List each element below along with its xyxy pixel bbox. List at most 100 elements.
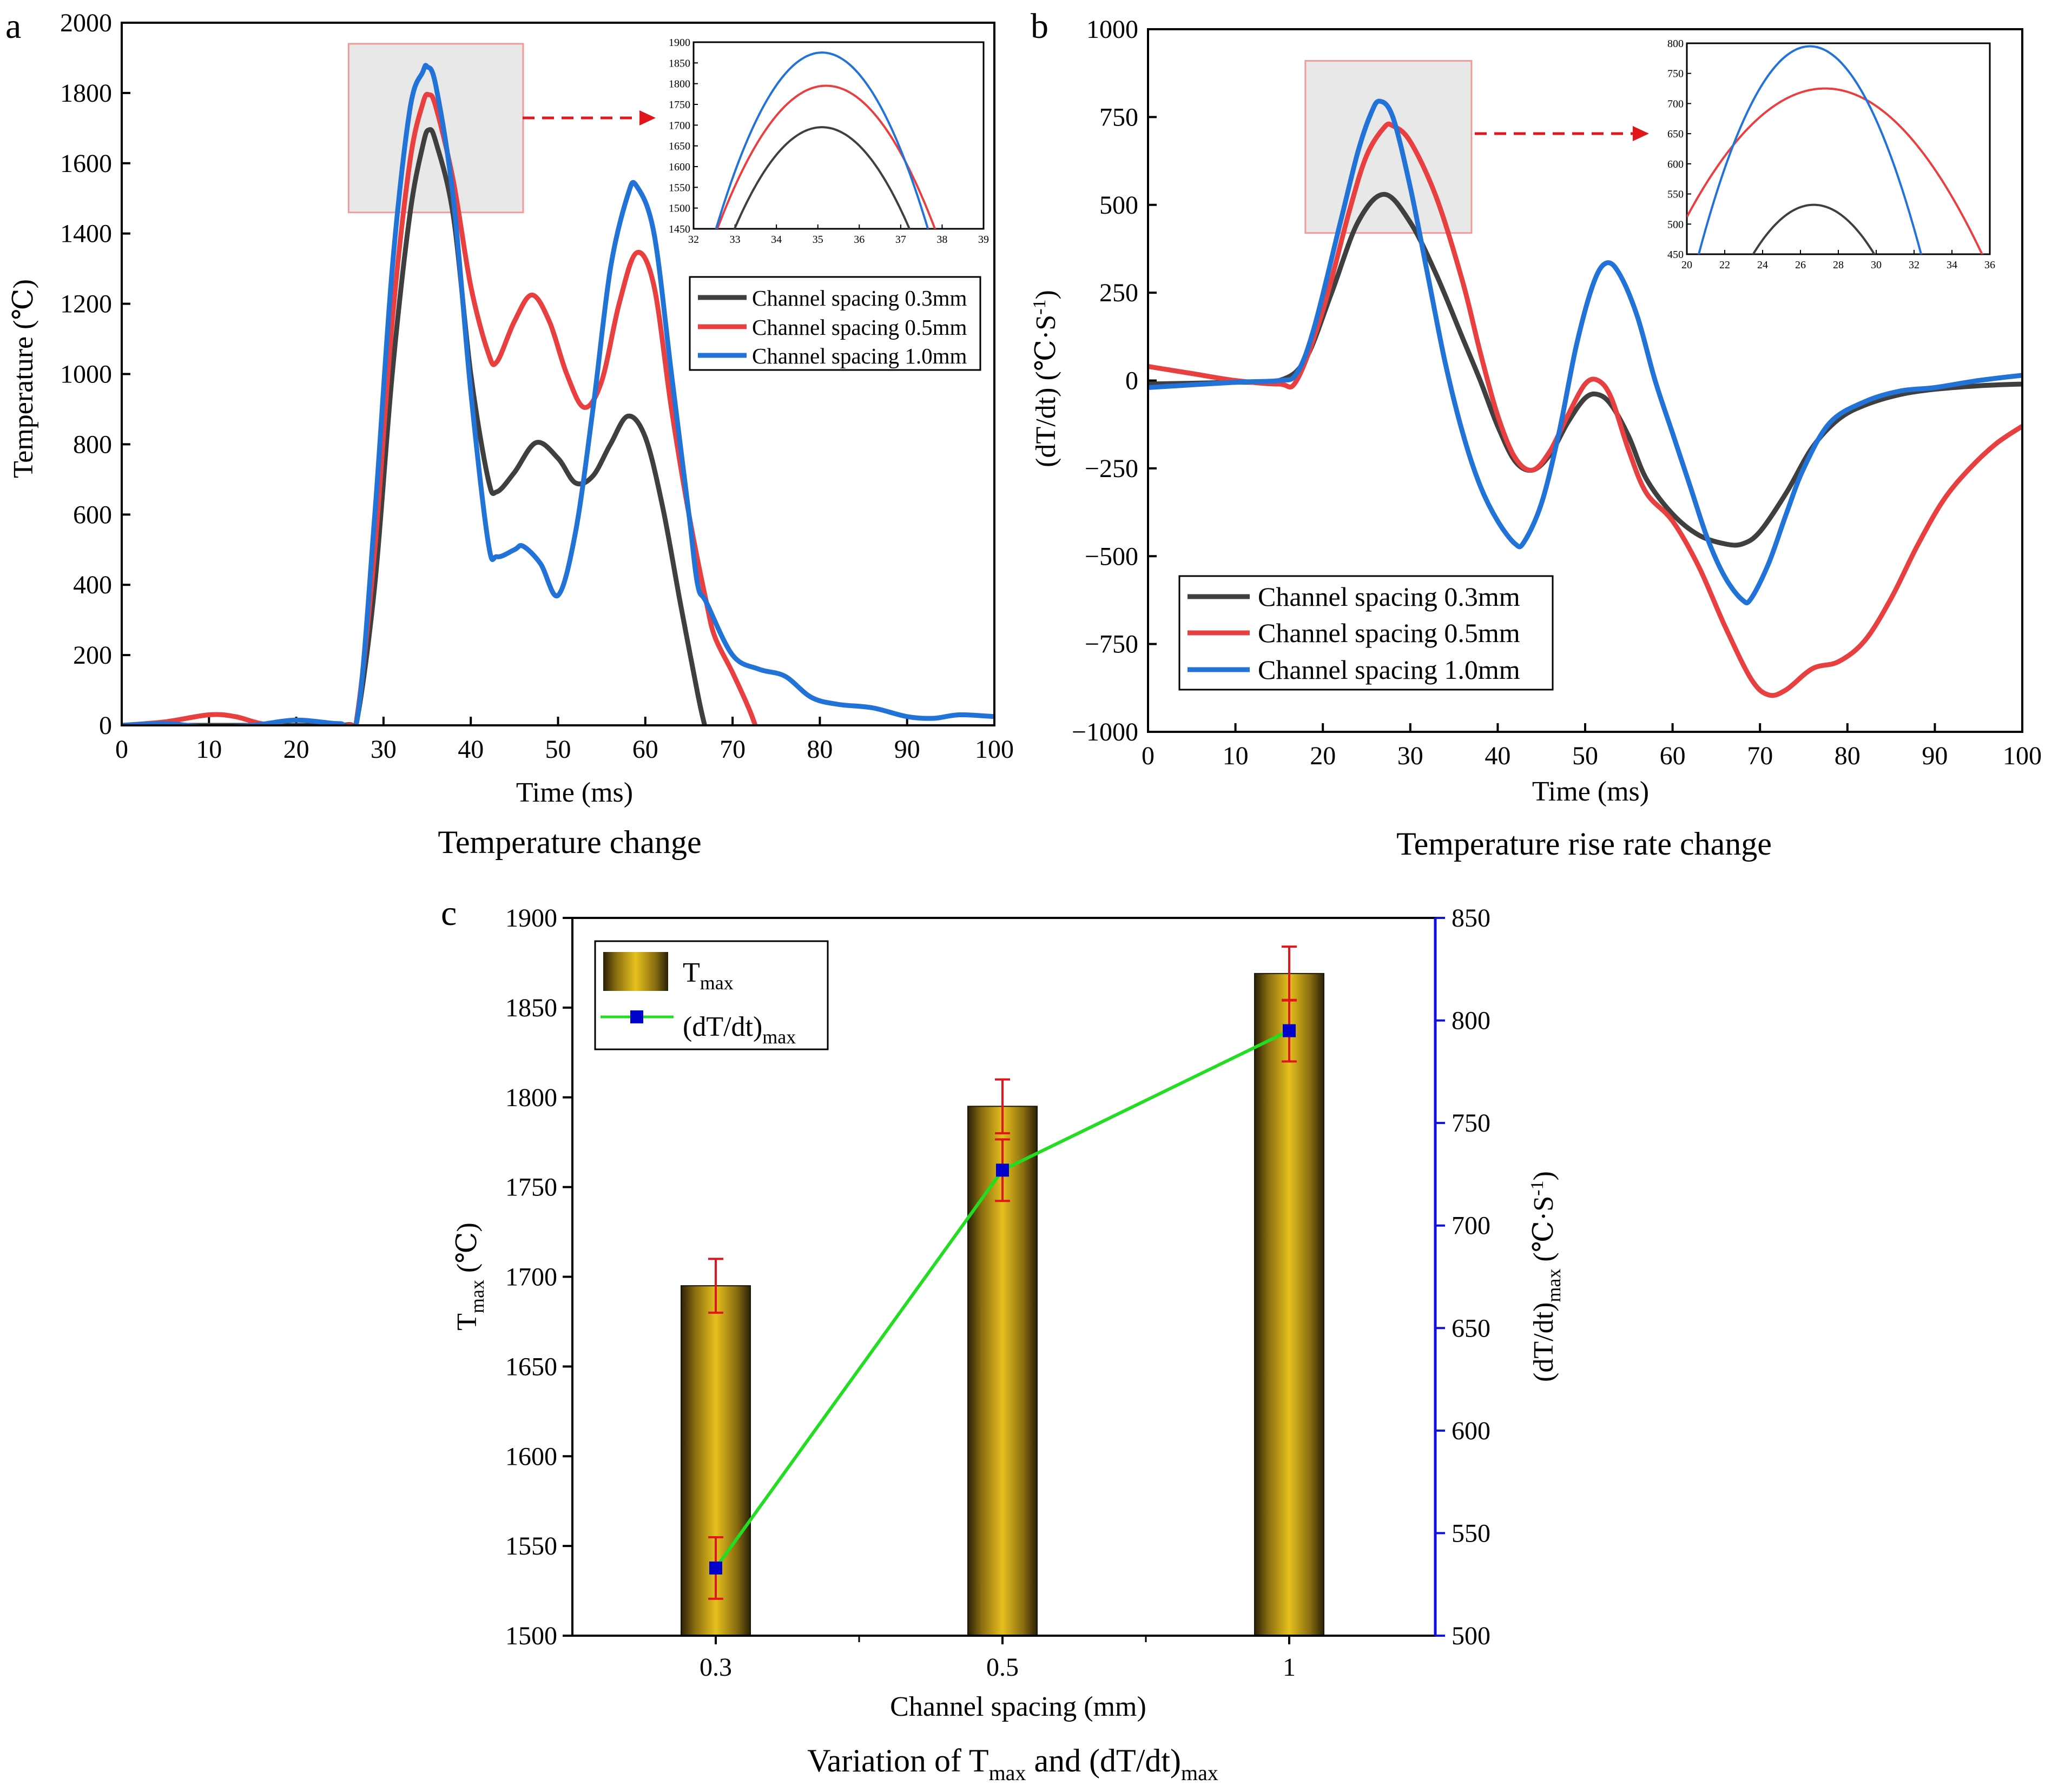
highlight-box-b bbox=[1304, 59, 1473, 234]
axis-ticks-c: 1500155016001650170017501800185019005005… bbox=[505, 904, 1490, 1682]
y-axis-label-a: Temperature (℃) bbox=[8, 279, 39, 478]
legend-c-item-2: (dT/dt)max bbox=[683, 1011, 796, 1048]
inset-x-tick-label-b: 22 bbox=[1719, 259, 1730, 271]
x-tick-label-b: 20 bbox=[1310, 742, 1336, 770]
y-tick-label-a: 1800 bbox=[60, 79, 112, 108]
inset-x-tick-label-b: 24 bbox=[1757, 259, 1768, 271]
y-tick-label-c-right: 800 bbox=[1452, 1007, 1490, 1035]
inset-y-tick-label-a: 1750 bbox=[669, 99, 690, 111]
inset-y-tick-label-a: 1900 bbox=[669, 37, 690, 49]
y-tick-label-a: 2000 bbox=[60, 9, 112, 37]
inset-b: 20 22 24 26 28 30 32 34 36 450 500 550 600 650 700 750 8… bbox=[1667, 38, 1995, 271]
inset-y-tick-label-b: 500 bbox=[1667, 219, 1684, 230]
inset-y-tick-label-a: 1700 bbox=[669, 120, 690, 131]
series-lines-a bbox=[122, 63, 994, 725]
inset-y-tick-label-b: 800 bbox=[1667, 38, 1684, 50]
series-line-a-2 bbox=[122, 91, 758, 725]
inset-a: 32 33 34 35 36 37 38 39 1450 1500 1550 1600 1650 1700… bbox=[669, 37, 989, 246]
x-tick-label-a: 10 bbox=[196, 735, 222, 764]
y-tick-label-a: 1600 bbox=[60, 149, 112, 178]
bar-c-1 bbox=[1254, 973, 1324, 1636]
y-tick-label-c-left: 1900 bbox=[505, 904, 557, 933]
y-axis-label-b: (dT/dt) (℃·S-1) bbox=[1030, 290, 1061, 467]
y-tick-label-a: 1400 bbox=[60, 220, 112, 248]
x-axis-label-b: Time (ms) bbox=[1532, 776, 1649, 807]
y-tick-label-c-left: 1750 bbox=[505, 1173, 557, 1202]
x-tick-label-b: 50 bbox=[1572, 742, 1598, 770]
legend-c-item-1: Tmax bbox=[683, 957, 734, 994]
rate-marker-c-0.5 bbox=[996, 1163, 1009, 1177]
zoom-arrowhead-a bbox=[639, 110, 656, 125]
inset-series-line-b-2 bbox=[1687, 87, 1983, 254]
y-tick-label-a: 800 bbox=[73, 430, 112, 459]
y-tick-label-c-left: 1500 bbox=[505, 1622, 557, 1650]
panel-b: b 0 10 20 30 40 50 60 70 80 90 100 −1000 −750 −500 −25… bbox=[1030, 6, 2042, 862]
legend-a-item-3: Channel spacing 1.0mm bbox=[752, 343, 967, 368]
y-tick-label-c-left: 1550 bbox=[505, 1532, 557, 1560]
y-tick-label-c-right: 500 bbox=[1452, 1622, 1490, 1650]
y-tick-label-c-left: 1650 bbox=[505, 1352, 557, 1381]
y-tick-label-b: −500 bbox=[1085, 542, 1138, 571]
zoom-arrowhead-b bbox=[1633, 126, 1649, 141]
inset-x-tick-label-a: 39 bbox=[978, 234, 989, 246]
inset-y-tick-label-b: 650 bbox=[1667, 128, 1684, 140]
x-tick-label-b: 60 bbox=[1660, 742, 1686, 770]
highlight-box-a bbox=[347, 43, 524, 214]
zoom-region-b bbox=[1304, 59, 1473, 234]
series-lines-b bbox=[1148, 98, 2022, 698]
inset-x-tick-label-b: 36 bbox=[1984, 259, 1995, 271]
inset-x-tick-label-a: 36 bbox=[854, 234, 865, 246]
x-tick-label-b: 0 bbox=[1142, 742, 1155, 770]
inset-y-tick-label-b: 700 bbox=[1667, 98, 1684, 110]
y-tick-label-c-left: 1700 bbox=[505, 1263, 557, 1292]
inset-series-line-a-3 bbox=[715, 51, 929, 229]
inset-y-tick-label-a: 1600 bbox=[669, 161, 690, 173]
x-axis-label-c: Channel spacing (mm) bbox=[890, 1691, 1146, 1722]
y-tick-label-c-right: 650 bbox=[1452, 1314, 1490, 1343]
caption-c: Variation of Tmax and (dT/dt)max bbox=[807, 1743, 1218, 1785]
x-tick-label-a: 70 bbox=[720, 735, 746, 764]
x-tick-label-a: 90 bbox=[894, 735, 920, 764]
legend-a-item-2: Channel spacing 0.5mm bbox=[752, 315, 967, 340]
inset-frame-b bbox=[1686, 42, 1991, 255]
y-tick-label-b: 0 bbox=[1125, 367, 1138, 395]
x-tick-label-b: 90 bbox=[1922, 742, 1948, 770]
inset-y-tick-label-a: 1550 bbox=[669, 182, 690, 194]
y-tick-label-b: −250 bbox=[1085, 454, 1138, 483]
inset-y-tick-label-b: 600 bbox=[1667, 158, 1684, 170]
x-tick-label-c: 1 bbox=[1283, 1653, 1296, 1682]
inset-x-tick-label-b: 26 bbox=[1795, 259, 1806, 271]
inset-x-tick-label-b: 32 bbox=[1909, 259, 1919, 271]
y-tick-label-c-right: 850 bbox=[1452, 904, 1490, 933]
y-tick-label-c-left: 1800 bbox=[505, 1083, 557, 1112]
plot-frame-a bbox=[121, 22, 995, 726]
series-line-b-3 bbox=[1148, 98, 2022, 605]
panel-a: a 0 10 20 30 40 50 60 70 80 90 1000200400600800100… bbox=[5, 6, 1014, 860]
legend-c-swatch-marker bbox=[630, 1010, 643, 1023]
y-axis-label-c-right: (dT/dt)max (℃·S-1) bbox=[1527, 1171, 1565, 1382]
inset-x-tick-label-a: 34 bbox=[771, 234, 782, 246]
inset-y-tick-label-a: 1800 bbox=[669, 78, 690, 90]
plot-frame-b bbox=[1147, 28, 2023, 733]
rate-marker-c-1 bbox=[1283, 1024, 1296, 1037]
axis-ticks-a: 0 10 20 30 40 50 60 70 80 90 100020040060080010001… bbox=[60, 9, 1014, 764]
y-tick-label-b: 1000 bbox=[1086, 15, 1138, 44]
inset-x-tick-label-a: 37 bbox=[895, 234, 906, 246]
inset-y-tick-label-a: 1850 bbox=[669, 57, 690, 69]
y-tick-label-a: 600 bbox=[73, 500, 112, 529]
x-tick-label-a: 20 bbox=[283, 735, 309, 764]
legend-b-item-3: Channel spacing 1.0mm bbox=[1258, 654, 1520, 685]
panel-b-label: b bbox=[1031, 6, 1048, 46]
inset-y-tick-label-b: 450 bbox=[1667, 249, 1684, 261]
zoom-region-a bbox=[347, 43, 524, 214]
panel-c: c 15001550160016501700175018001850190050… bbox=[441, 894, 1565, 1785]
rate-line-c bbox=[708, 999, 1297, 1600]
axis-ticks-b: 0 10 20 30 40 50 60 70 80 90 100 −1000 −750 −500 −250 0… bbox=[1072, 15, 2042, 770]
y-tick-label-c-right: 700 bbox=[1452, 1212, 1490, 1240]
legend-a-item-1: Channel spacing 0.3mm bbox=[752, 286, 967, 310]
x-tick-label-c: 0.3 bbox=[700, 1653, 732, 1682]
y-tick-label-a: 200 bbox=[73, 641, 112, 670]
x-tick-label-b: 100 bbox=[2003, 742, 2042, 770]
inset-x-tick-label-a: 38 bbox=[936, 234, 947, 246]
inset-series-line-a-1 bbox=[733, 126, 911, 229]
